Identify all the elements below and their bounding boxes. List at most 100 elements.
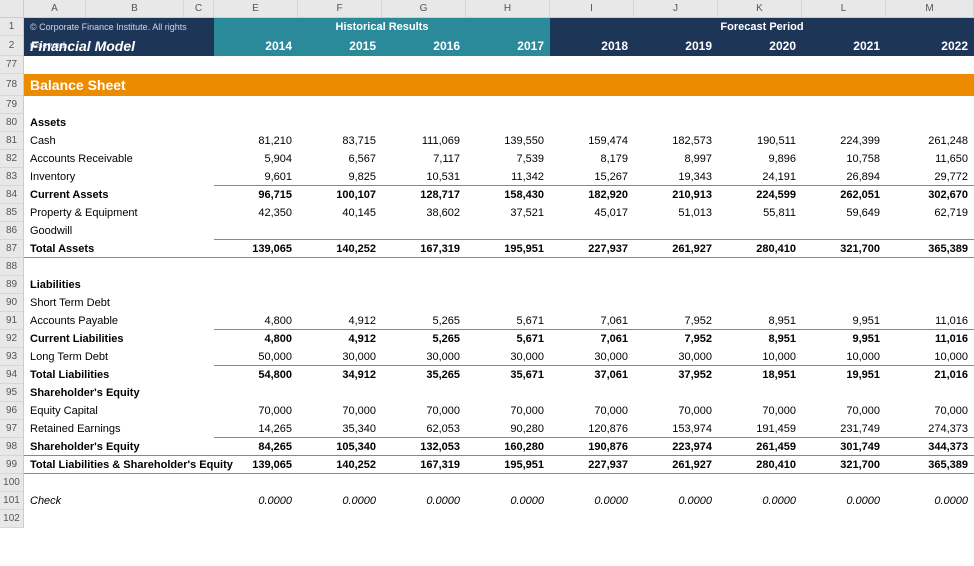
- cell-value[interactable]: 5,671: [466, 330, 550, 348]
- cell-value[interactable]: 10,531: [382, 168, 466, 186]
- column-header[interactable]: C: [184, 0, 214, 17]
- cell-value[interactable]: 182,920: [550, 186, 634, 204]
- row-header[interactable]: 2: [0, 36, 23, 56]
- cell-value[interactable]: 7,061: [550, 312, 634, 330]
- row-header[interactable]: 94: [0, 366, 23, 384]
- column-header[interactable]: E: [214, 0, 298, 17]
- cell-value[interactable]: 344,373: [886, 438, 974, 456]
- cell-value[interactable]: 35,671: [466, 366, 550, 384]
- cell-value[interactable]: 139,065: [214, 456, 298, 474]
- cell-value[interactable]: 8,951: [718, 330, 802, 348]
- cell-value[interactable]: [886, 222, 974, 240]
- cell-value[interactable]: 153,974: [634, 420, 718, 438]
- cell-value[interactable]: 51,013: [634, 204, 718, 222]
- cell-value[interactable]: 70,000: [802, 402, 886, 420]
- cell-value[interactable]: 62,053: [382, 420, 466, 438]
- cell-value[interactable]: 24,191: [718, 168, 802, 186]
- row-header[interactable]: 78: [0, 74, 23, 96]
- cell-value[interactable]: [802, 294, 886, 312]
- cell-value[interactable]: 5,265: [382, 330, 466, 348]
- column-header[interactable]: F: [298, 0, 382, 17]
- cell-value[interactable]: 6,567: [298, 150, 382, 168]
- cell-value[interactable]: [634, 222, 718, 240]
- row-header[interactable]: 95: [0, 384, 23, 402]
- cell-value[interactable]: 4,800: [214, 330, 298, 348]
- cell-value[interactable]: 191,459: [718, 420, 802, 438]
- cell-value[interactable]: 0.0000: [886, 492, 974, 510]
- cell-value[interactable]: 70,000: [466, 402, 550, 420]
- cell-value[interactable]: 223,974: [634, 438, 718, 456]
- row-header[interactable]: 91: [0, 312, 23, 330]
- cell-value[interactable]: 190,511: [718, 132, 802, 150]
- cell-value[interactable]: 280,410: [718, 456, 802, 474]
- cell-value[interactable]: 11,016: [886, 312, 974, 330]
- cell-value[interactable]: 231,749: [802, 420, 886, 438]
- cell-value[interactable]: 11,016: [886, 330, 974, 348]
- row-header[interactable]: 92: [0, 330, 23, 348]
- row-header[interactable]: 84: [0, 186, 23, 204]
- cell-value[interactable]: 70,000: [298, 402, 382, 420]
- row-header[interactable]: 86: [0, 222, 23, 240]
- cell-value[interactable]: 10,758: [802, 150, 886, 168]
- cell-value[interactable]: [718, 222, 802, 240]
- row-header[interactable]: 100: [0, 474, 23, 492]
- cell-value[interactable]: 195,951: [466, 240, 550, 258]
- cell-value[interactable]: 160,280: [466, 438, 550, 456]
- cell-value[interactable]: 0.0000: [550, 492, 634, 510]
- cell-value[interactable]: 26,894: [802, 168, 886, 186]
- cell-value[interactable]: 321,700: [802, 456, 886, 474]
- cell-value[interactable]: 10,000: [802, 348, 886, 366]
- cell-value[interactable]: 7,117: [382, 150, 466, 168]
- cell-value[interactable]: 90,280: [466, 420, 550, 438]
- cell-value[interactable]: 167,319: [382, 240, 466, 258]
- cell-value[interactable]: 227,937: [550, 240, 634, 258]
- cell-value[interactable]: [298, 222, 382, 240]
- cell-value[interactable]: 0.0000: [718, 492, 802, 510]
- cell-value[interactable]: 365,389: [886, 456, 974, 474]
- cell-value[interactable]: 96,715: [214, 186, 298, 204]
- cell-value[interactable]: [298, 294, 382, 312]
- row-header[interactable]: 99: [0, 456, 23, 474]
- cell-value[interactable]: 261,248: [886, 132, 974, 150]
- cell-value[interactable]: 0.0000: [214, 492, 298, 510]
- row-header[interactable]: 96: [0, 402, 23, 420]
- row-header[interactable]: 80: [0, 114, 23, 132]
- cell-value[interactable]: 9,951: [802, 312, 886, 330]
- cell-value[interactable]: 11,650: [886, 150, 974, 168]
- cell-value[interactable]: 62,719: [886, 204, 974, 222]
- cell-value[interactable]: 261,459: [718, 438, 802, 456]
- cell-value[interactable]: 37,521: [466, 204, 550, 222]
- cell-value[interactable]: 321,700: [802, 240, 886, 258]
- cell-value[interactable]: 70,000: [718, 402, 802, 420]
- column-header[interactable]: J: [634, 0, 718, 17]
- cell-value[interactable]: 10,000: [886, 348, 974, 366]
- cell-value[interactable]: 8,997: [634, 150, 718, 168]
- row-header[interactable]: 93: [0, 348, 23, 366]
- column-header[interactable]: M: [886, 0, 974, 17]
- cell-value[interactable]: 9,896: [718, 150, 802, 168]
- cell-value[interactable]: 100,107: [298, 186, 382, 204]
- cell-value[interactable]: 10,000: [718, 348, 802, 366]
- cell-value[interactable]: 14,265: [214, 420, 298, 438]
- cell-value[interactable]: 70,000: [382, 402, 466, 420]
- cell-value[interactable]: 18,951: [718, 366, 802, 384]
- cell-value[interactable]: 19,951: [802, 366, 886, 384]
- cell-value[interactable]: 262,051: [802, 186, 886, 204]
- cell-value[interactable]: [550, 294, 634, 312]
- cell-value[interactable]: 83,715: [298, 132, 382, 150]
- cell-value[interactable]: 159,474: [550, 132, 634, 150]
- cell-value[interactable]: [466, 294, 550, 312]
- cell-value[interactable]: 0.0000: [466, 492, 550, 510]
- cell-value[interactable]: 7,539: [466, 150, 550, 168]
- row-header[interactable]: 77: [0, 56, 23, 74]
- cell-value[interactable]: 167,319: [382, 456, 466, 474]
- column-header[interactable]: A: [24, 0, 86, 17]
- cell-value[interactable]: [382, 294, 466, 312]
- cell-value[interactable]: 9,601: [214, 168, 298, 186]
- cell-value[interactable]: 195,951: [466, 456, 550, 474]
- cell-value[interactable]: 30,000: [550, 348, 634, 366]
- cell-value[interactable]: 139,065: [214, 240, 298, 258]
- cell-value[interactable]: 0.0000: [298, 492, 382, 510]
- cell-value[interactable]: [382, 222, 466, 240]
- cell-value[interactable]: 15,267: [550, 168, 634, 186]
